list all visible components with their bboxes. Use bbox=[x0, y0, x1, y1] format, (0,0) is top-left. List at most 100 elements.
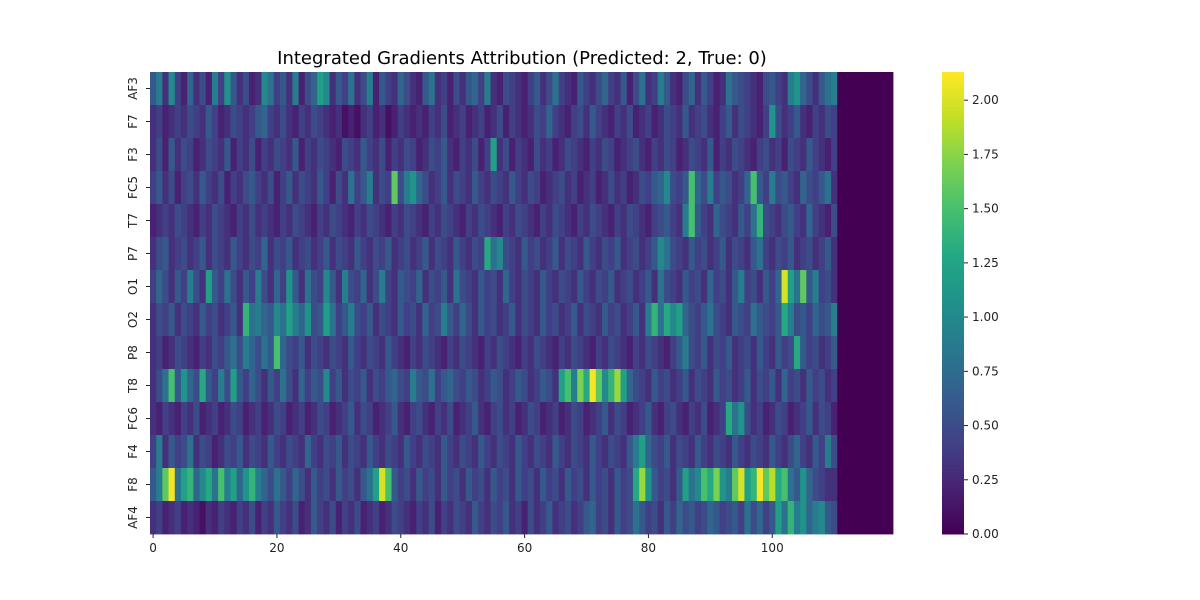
heatmap-cell bbox=[465, 72, 473, 106]
y-tick-label: AF3 bbox=[126, 77, 140, 100]
heatmap-cell bbox=[756, 204, 764, 238]
heatmap-cell bbox=[379, 435, 386, 469]
heatmap-cell bbox=[428, 369, 436, 403]
heatmap-cell bbox=[818, 105, 826, 139]
heatmap-cell bbox=[552, 468, 560, 502]
heatmap-cell bbox=[354, 402, 361, 436]
heatmap-cell bbox=[589, 402, 597, 436]
heatmap-cell bbox=[273, 369, 281, 403]
colorbar-step bbox=[942, 299, 964, 304]
colorbar-step bbox=[942, 530, 964, 535]
heatmap-cell bbox=[205, 171, 213, 205]
heatmap-cell bbox=[366, 171, 374, 205]
y-tick-label: F4 bbox=[126, 444, 140, 459]
heatmap-cell bbox=[224, 105, 231, 139]
heatmap-cell bbox=[453, 402, 460, 436]
heatmap-cell bbox=[787, 501, 795, 535]
heatmap-cell bbox=[478, 138, 485, 172]
heatmap-cell bbox=[831, 402, 838, 436]
heatmap-cell bbox=[348, 237, 355, 271]
heatmap-cell bbox=[595, 105, 603, 139]
heatmap-cell bbox=[707, 105, 714, 139]
heatmap-cell bbox=[286, 369, 293, 403]
heatmap-cell bbox=[762, 237, 770, 271]
heatmap-cell bbox=[701, 105, 708, 139]
heatmap-cell bbox=[211, 72, 219, 106]
heatmap-cell bbox=[280, 270, 287, 304]
colorbar-step bbox=[942, 226, 964, 231]
heatmap-cell bbox=[595, 435, 603, 469]
heatmap-cell bbox=[608, 501, 615, 535]
heatmap-cell bbox=[428, 72, 436, 106]
heatmap-cell bbox=[571, 237, 578, 271]
heatmap-cell bbox=[310, 237, 318, 271]
colorbar-step bbox=[942, 98, 964, 104]
heatmap-cell bbox=[577, 369, 584, 403]
heatmap-cell bbox=[608, 402, 615, 436]
heatmap-cell bbox=[645, 171, 652, 205]
heatmap-cell bbox=[465, 138, 473, 172]
heatmap-cell bbox=[732, 501, 739, 535]
colorbar-step bbox=[942, 422, 964, 427]
heatmap-cell bbox=[280, 402, 287, 436]
heatmap-cell bbox=[261, 171, 269, 205]
heatmap-cell bbox=[583, 501, 591, 535]
heatmap-cell bbox=[601, 435, 609, 469]
heatmap-cell bbox=[558, 171, 566, 205]
heatmap-cell bbox=[738, 369, 745, 403]
heatmap-cell bbox=[156, 435, 163, 469]
heatmap-cell bbox=[280, 303, 287, 337]
heatmap-cell bbox=[657, 270, 665, 304]
heatmap-cell bbox=[831, 204, 838, 238]
heatmap-cell bbox=[335, 270, 343, 304]
heatmap-cell bbox=[391, 303, 399, 337]
heatmap-cell bbox=[447, 435, 454, 469]
heatmap-cell bbox=[211, 369, 219, 403]
heatmap-cell bbox=[211, 303, 219, 337]
heatmap-cell bbox=[261, 237, 269, 271]
heatmap-cell bbox=[354, 138, 361, 172]
heatmap-cell bbox=[521, 468, 529, 502]
heatmap-cell bbox=[855, 369, 863, 403]
heatmap-cell bbox=[880, 72, 888, 106]
heatmap-cell bbox=[236, 435, 244, 469]
heatmap-cell bbox=[806, 204, 813, 238]
heatmap-cell bbox=[218, 204, 225, 238]
heatmap-cell bbox=[849, 468, 857, 502]
heatmap-cell bbox=[150, 72, 157, 106]
heatmap-cell bbox=[694, 501, 702, 535]
heatmap-cell bbox=[868, 336, 875, 370]
heatmap-cell bbox=[478, 468, 485, 502]
colorbar-step bbox=[942, 464, 964, 470]
heatmap-cell bbox=[502, 336, 510, 370]
heatmap-cell bbox=[868, 237, 875, 271]
colorbar: 0.000.250.500.751.001.251.501.752.00 bbox=[942, 72, 999, 541]
heatmap-cell bbox=[341, 501, 349, 535]
heatmap-cell bbox=[286, 138, 293, 172]
heatmap-cell bbox=[707, 435, 714, 469]
heatmap-cell bbox=[601, 171, 609, 205]
heatmap-cell bbox=[818, 369, 826, 403]
heatmap-cell bbox=[738, 204, 745, 238]
heatmap-cell bbox=[818, 336, 826, 370]
colorbar-step bbox=[942, 445, 964, 450]
heatmap-cell bbox=[236, 138, 244, 172]
heatmap-cell bbox=[478, 402, 485, 436]
heatmap-cell bbox=[775, 435, 782, 469]
heatmap-cell bbox=[150, 468, 157, 502]
heatmap-cell bbox=[509, 72, 516, 106]
heatmap-cell bbox=[434, 435, 442, 469]
heatmap-cell bbox=[310, 336, 318, 370]
heatmap-cell bbox=[862, 270, 869, 304]
heatmap-cell bbox=[242, 369, 250, 403]
colorbar-step bbox=[942, 276, 964, 281]
colorbar-step bbox=[942, 129, 964, 135]
heatmap-cell bbox=[806, 237, 813, 271]
heatmap-cell bbox=[335, 468, 343, 502]
heatmap-cell bbox=[880, 369, 888, 403]
heatmap-cell bbox=[304, 171, 312, 205]
heatmap-cell bbox=[286, 204, 293, 238]
heatmap-cell bbox=[577, 204, 584, 238]
heatmap-cell bbox=[403, 501, 411, 535]
heatmap-cell bbox=[335, 72, 343, 106]
